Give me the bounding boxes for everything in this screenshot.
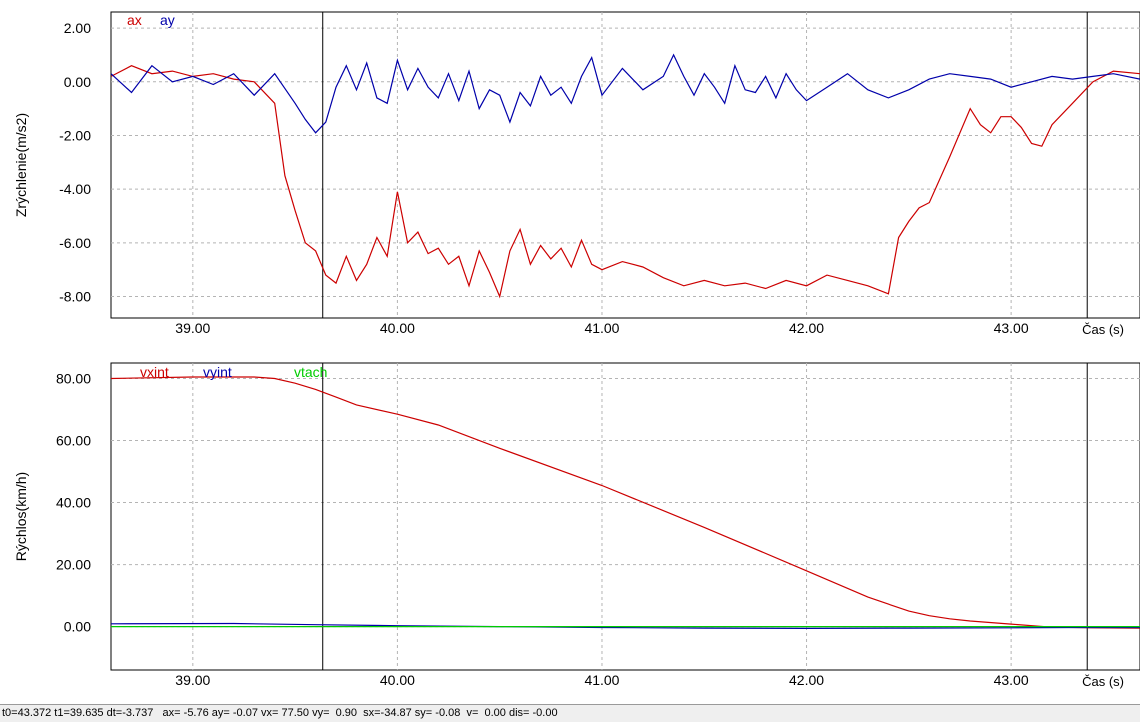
series-line-vyint <box>111 622 1140 630</box>
x-tick-label: 43.00 <box>994 320 1029 336</box>
x-tick-label: 43.00 <box>994 672 1029 688</box>
plot-frame <box>110 362 1140 671</box>
series-line-ax <box>111 65 1140 299</box>
x-tick-label: 39.00 <box>175 320 210 336</box>
x-tick-label: 39.00 <box>175 672 210 688</box>
x-axis-label: Čas (s) <box>1082 322 1124 337</box>
y-axis-label: Zrýchlenie(m/s2) <box>13 113 29 217</box>
charts-area: 2.00 0.00 -2.00 -4.00 -6.00 -8.00 39.00 40.00 41… <box>13 11 1140 689</box>
y-tick-label: -8.00 <box>59 289 91 305</box>
y-tick-label: -2.00 <box>59 127 91 143</box>
status-bar: t0=43.372 t1=39.635 dt=-3.737 ax= -5.76 … <box>0 704 1140 722</box>
legend-entry-ax: ax <box>127 12 142 28</box>
x-axis-label: Čas (s) <box>1082 674 1124 689</box>
x-tick-label: 42.00 <box>789 672 824 688</box>
y-axis-label: Rýchlos(km/h) <box>13 472 29 561</box>
y-tick-label: 0.00 <box>64 74 91 90</box>
legend-entry-vtach: vtach <box>294 364 327 380</box>
series-line-ay <box>111 53 1140 134</box>
y-tick-label: 80.00 <box>56 371 91 387</box>
x-tick-label: 40.00 <box>380 320 415 336</box>
legend-entry-vyint: vyint <box>203 364 232 380</box>
y-tick-label: 60.00 <box>56 433 91 449</box>
legend-entry-ay: ay <box>160 12 175 28</box>
chart-panel-2: 80.00 60.00 40.00 20.00 0.00 39.00 40.00 41.00 4… <box>13 362 1140 689</box>
y-tick-label: 40.00 <box>56 495 91 511</box>
y-tick-label: -6.00 <box>59 235 91 251</box>
chart-panel-1: 2.00 0.00 -2.00 -4.00 -6.00 -8.00 39.00 40.00 41… <box>13 11 1140 337</box>
x-tick-label: 41.00 <box>584 672 619 688</box>
legend-entry-vxint: vxint <box>140 364 169 380</box>
y-tick-label: 2.00 <box>64 20 91 36</box>
x-tick-label: 42.00 <box>789 320 824 336</box>
y-tick-label: -4.00 <box>59 181 91 197</box>
x-tick-label: 40.00 <box>380 672 415 688</box>
plot-frame <box>110 11 1140 319</box>
x-tick-label: 41.00 <box>584 320 619 336</box>
y-tick-label: 0.00 <box>64 619 91 635</box>
y-tick-label: 20.00 <box>56 557 91 573</box>
series-line-vxint <box>111 376 1140 629</box>
